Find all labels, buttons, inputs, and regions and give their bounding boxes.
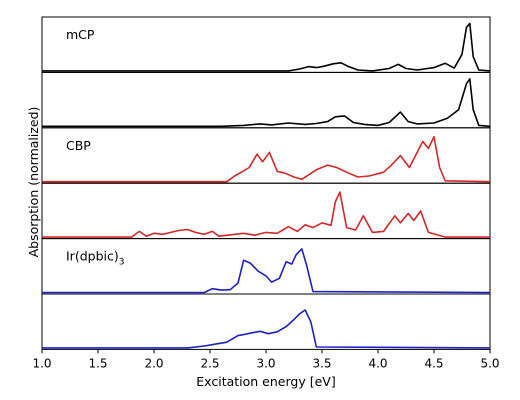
spectrum-line [42,135,491,183]
panel-frame [41,71,491,129]
spectrum-line [42,191,490,238]
panel-frame [41,16,491,73]
x-axis: 1.0 1.5 2.0 2.5 3.0 3.5 4.0 4.5 5.0 [32,349,500,370]
spectrum-line [42,22,491,72]
x-tick-label: 3.5 [312,356,331,370]
x-tick-label: 4.0 [368,356,387,370]
y-axis-label: Absorption (normalized) [26,107,41,258]
x-tick-label: 1.0 [32,356,51,370]
x-axis-label: Excitation energy [eV] [196,374,335,389]
panel-1: mCP [41,16,491,73]
panel-frame [41,293,491,350]
x-tick-label: 5.0 [480,356,499,370]
panel-2 [41,71,491,129]
panel-label: Ir(dpbic)3 [66,249,124,268]
panel-6 [41,293,491,350]
x-tick-label: 3.0 [256,356,275,370]
spectrum-line [42,248,491,294]
panel-frame [41,182,491,240]
spectrum-line [42,309,491,349]
panel-label: CBP [66,138,91,153]
panel-4 [41,182,491,240]
x-tick-label: 2.0 [144,356,163,370]
panel-label-subscript: 3 [119,258,125,268]
panels: mCP CBP Ir(dpbic)3 [41,16,491,350]
panel-label: mCP [66,27,95,42]
spectrum-line [42,78,491,128]
x-tick-label: 4.5 [424,356,443,370]
panel-5: Ir(dpbic)3 [41,238,491,295]
panel-3: CBP [41,127,491,184]
x-tick-label: 2.5 [200,356,219,370]
panel-frame [41,238,491,295]
panel-frame [41,127,491,184]
x-tick-label: 1.5 [88,356,107,370]
